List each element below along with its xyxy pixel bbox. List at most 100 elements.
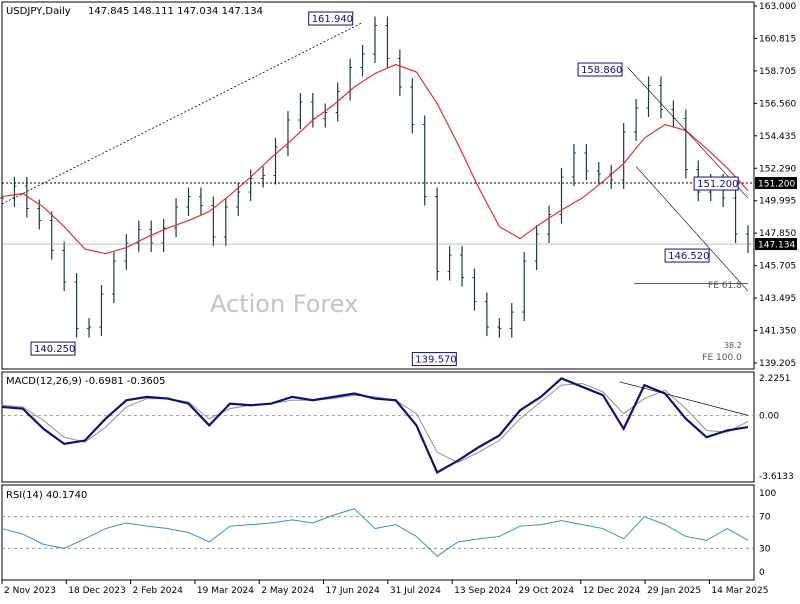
price-bar xyxy=(484,292,489,337)
price-bar xyxy=(559,168,564,224)
price-bar xyxy=(460,246,465,287)
moving-average-line xyxy=(1,63,749,255)
price-y-tick-label: 158.705 xyxy=(759,67,796,77)
price-bar xyxy=(310,93,315,128)
price-callout-label: 139.570 xyxy=(415,355,456,366)
macd-line xyxy=(1,377,749,474)
price-bar xyxy=(634,99,639,142)
price-callout-box xyxy=(411,352,457,367)
price-bar xyxy=(621,123,626,190)
price-bar xyxy=(348,58,353,101)
macd-layer xyxy=(1,377,749,474)
price-y-tick-label: 149.995 xyxy=(759,197,796,207)
price-bar xyxy=(435,187,440,281)
panel-frame-macd xyxy=(1,371,755,483)
fib-label-100: FE 100.0 xyxy=(702,353,742,363)
price-callout-box xyxy=(308,11,354,26)
x-tick-label: 14 Mar 2025 xyxy=(711,586,768,596)
price-y-tick-label: 141.350 xyxy=(759,327,796,337)
rsi-y-tick-label: 70 xyxy=(759,513,771,523)
x-tick-label: 17 Jun 2024 xyxy=(326,586,380,596)
price-callout-box xyxy=(577,62,623,77)
price-bar xyxy=(410,78,415,134)
price-bar xyxy=(385,16,390,68)
price-callout-box xyxy=(664,248,710,263)
annotation-layer: 151.200 147.134 161.940 158.860 151.200 146.5… xyxy=(1,11,797,416)
price-bar xyxy=(646,76,651,118)
rsi-title: RSI(14) 40.1740 xyxy=(6,490,87,501)
price-callout-label: 146.520 xyxy=(668,251,709,262)
price-bar xyxy=(211,196,216,247)
price-bar xyxy=(609,165,614,190)
current-price-label: 147.134 xyxy=(758,241,795,251)
price-bar xyxy=(534,225,539,271)
price-bar xyxy=(397,49,402,97)
price-bar xyxy=(658,76,663,119)
x-tick-label: 12 Dec 2024 xyxy=(583,586,641,596)
price-bar xyxy=(174,198,179,238)
channel-upper-line xyxy=(627,67,749,199)
channel-lower-line xyxy=(635,166,749,292)
price-y-tick-label: 156.560 xyxy=(759,99,796,109)
x-tick-label: 29 Jan 2025 xyxy=(647,586,701,596)
price-bar xyxy=(49,211,54,260)
price-bar xyxy=(584,144,589,181)
x-tick-label: 29 Oct 2024 xyxy=(518,586,574,596)
price-y-tick-label: 143.495 xyxy=(759,294,796,304)
price-layer xyxy=(0,16,750,338)
macd-trendline xyxy=(619,381,749,416)
price-callout-label: 151.200 xyxy=(697,179,738,190)
price-callout-box xyxy=(693,176,739,191)
price-bar xyxy=(472,268,477,311)
price-bar xyxy=(285,111,290,157)
price-bar xyxy=(571,144,576,187)
price-bar xyxy=(149,220,154,253)
x-tick-label: 19 Mar 2024 xyxy=(197,586,254,596)
price-bar xyxy=(522,252,527,322)
price-bar xyxy=(683,109,688,179)
price-bar xyxy=(12,177,17,208)
price-bar xyxy=(447,246,452,281)
macd-title: MACD(12,26,9) -0.6981 -0.3605 xyxy=(6,376,166,387)
price-bar xyxy=(671,100,676,128)
price-bar xyxy=(136,220,141,253)
rsi-y-tick-label: 30 xyxy=(759,544,771,554)
price-bar xyxy=(547,205,552,244)
price-bar xyxy=(124,234,129,271)
price-bar xyxy=(422,115,427,206)
axis-layer: 163.000 160.815 158.705 156.560 154.435 152.2… xyxy=(1,2,796,596)
price-bar xyxy=(99,285,104,337)
price-bar xyxy=(223,198,228,247)
price-bar xyxy=(360,45,365,77)
x-tick-label: 2 Nov 2023 xyxy=(4,586,56,596)
fib-label-618: FE 61.8 xyxy=(708,281,742,291)
macd-signal-line xyxy=(1,382,749,463)
price-callout-label: 158.860 xyxy=(581,65,622,76)
price-bar xyxy=(74,273,79,338)
price-bar xyxy=(111,252,116,304)
price-bar xyxy=(733,189,738,244)
price-callout-box xyxy=(30,341,76,356)
rsi-line xyxy=(1,508,749,557)
price-y-tick-label: 160.815 xyxy=(759,34,796,44)
panel-frame-price xyxy=(1,1,755,370)
macd-y-tick-label: 0.00 xyxy=(759,411,779,421)
price-bar xyxy=(161,219,166,253)
price-y-tick-label: 154.435 xyxy=(759,132,796,142)
price-bar xyxy=(248,169,253,202)
fib-label-382: 38.2 xyxy=(724,341,742,350)
price-bar xyxy=(186,187,191,217)
price-bar xyxy=(509,303,514,338)
rsi-y-tick-label: 100 xyxy=(759,489,776,499)
price-y-tick-label: 139.205 xyxy=(759,359,796,369)
price-bar xyxy=(273,138,278,185)
price-y-tick-label: 145.705 xyxy=(759,262,796,272)
rsi-y-tick-label: 0 xyxy=(759,568,765,578)
watermark: Action Forex xyxy=(210,290,358,318)
macd-y-tick-label: -3.6133 xyxy=(759,472,794,482)
x-tick-label: 2 May 2024 xyxy=(261,586,314,596)
price-bar xyxy=(746,225,750,254)
x-tick-label: 13 Sep 2024 xyxy=(454,586,511,596)
panel-frame-rsi xyxy=(1,484,755,581)
